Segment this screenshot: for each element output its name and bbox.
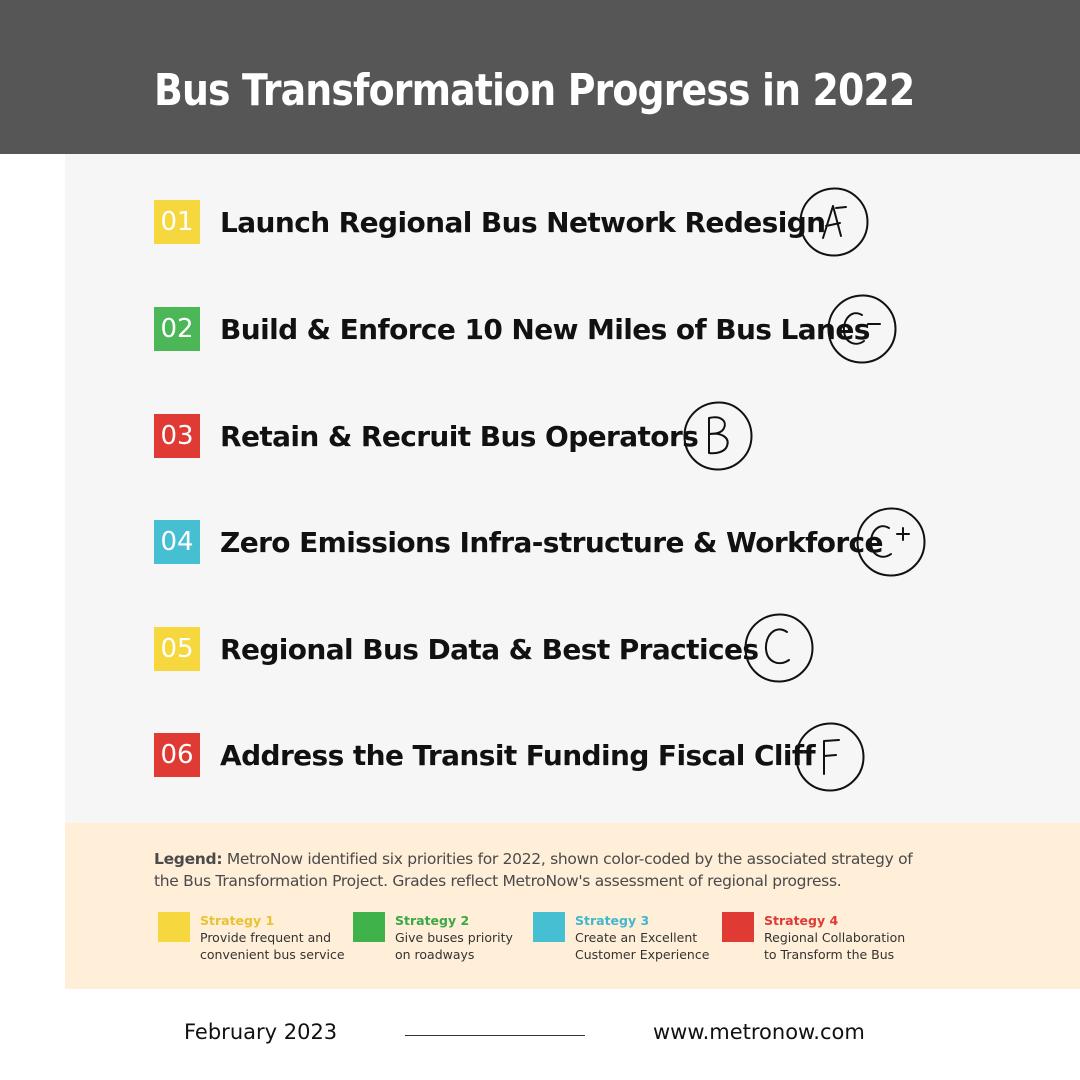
strategy-description: Give buses priority on roadways [395,930,513,962]
page-title: Bus Transformation Progress in 2022 [154,65,915,116]
footer-date: February 2023 [184,1020,338,1044]
legend-label: Legend: [154,850,223,868]
priority-number-badge: 01 [154,200,200,244]
grade-b [682,400,754,472]
priority-row-01: 01 Launch Regional Bus Network Redesign [154,199,826,245]
priorities-panel [65,154,1080,823]
priority-row-02: 02 Build & Enforce 10 New Miles of Bus L… [154,306,870,352]
strategy-name: Strategy 1 [200,913,275,928]
strategy-name: Strategy 3 [575,913,650,928]
priority-title: Zero Emissions Infra-structure & Workfor… [220,525,884,559]
legend-description: Legend: MetroNow identified six prioriti… [154,848,934,892]
strategy-description: Create an Excellent Customer Experience [575,930,710,962]
priority-title: Launch Regional Bus Network Redesign [220,205,826,239]
legend-strategy-4: Strategy 4 Regional Collaboration to Tra… [722,912,909,963]
priority-number-badge: 02 [154,307,200,351]
grade-c-minus [826,293,898,365]
priority-title: Regional Bus Data & Best Practices [220,632,759,666]
strategy-color-swatch [353,912,385,942]
priority-number-badge: 05 [154,627,200,671]
footer-divider [405,1035,585,1036]
strategy-color-swatch [533,912,565,942]
legend-strategy-3: Strategy 3 Create an Excellent Customer … [533,912,715,963]
strategy-name: Strategy 4 [764,913,839,928]
strategy-color-swatch [722,912,754,942]
footer-website-link[interactable]: www.metronow.com [653,1020,865,1044]
priority-number-badge: 03 [154,414,200,458]
priority-title: Address the Transit Funding Fiscal Cliff [220,738,816,772]
header-bar [0,0,1080,154]
grade-c-plus [855,506,927,578]
priority-title: Build & Enforce 10 New Miles of Bus Lane… [220,312,870,346]
strategy-name: Strategy 2 [395,913,470,928]
strategy-description: Regional Collaboration to Transform the … [764,930,906,962]
strategy-description: Provide frequent and convenient bus serv… [200,930,345,962]
priority-row-06: 06 Address the Transit Funding Fiscal Cl… [154,732,816,778]
priority-row-04: 04 Zero Emissions Infra-structure & Work… [154,519,884,565]
priority-row-05: 05 Regional Bus Data & Best Practices [154,626,759,672]
priority-row-03: 03 Retain & Recruit Bus Operators [154,413,699,459]
legend-strategy-2: Strategy 2 Give buses priority on roadwa… [353,912,520,963]
priority-title: Retain & Recruit Bus Operators [220,419,699,453]
legend-panel [65,823,1080,989]
grade-c [743,612,815,684]
priority-number-badge: 04 [154,520,200,564]
strategy-color-swatch [158,912,190,942]
legend-strategy-1: Strategy 1 Provide frequent and convenie… [158,912,350,963]
grade-f [794,721,866,793]
grade-a-minus [798,186,870,258]
legend-body: MetroNow identified six priorities for 2… [154,850,913,890]
priority-number-badge: 06 [154,733,200,777]
